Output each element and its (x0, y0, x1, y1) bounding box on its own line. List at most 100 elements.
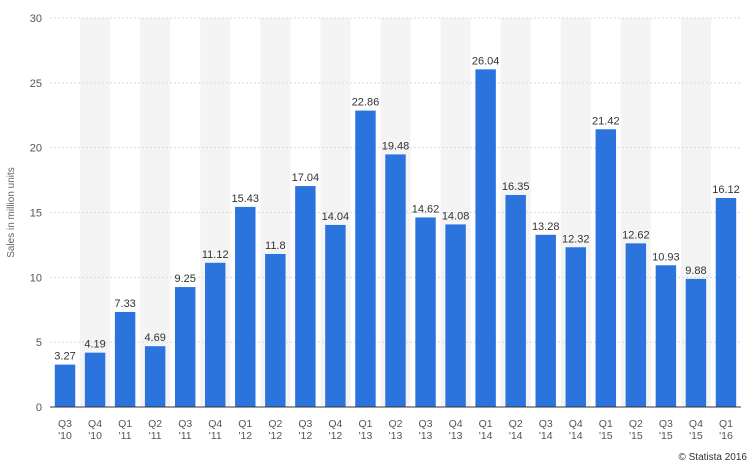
bar (144, 346, 166, 407)
x-tick-label: '15 (599, 430, 613, 442)
bar (475, 69, 496, 408)
data-label: 9.88 (685, 265, 706, 277)
bar (595, 129, 617, 407)
data-label: 17.04 (292, 172, 320, 184)
data-label: 22.86 (352, 97, 380, 109)
x-tick-label: '13 (449, 430, 463, 442)
x-tick-label: Q4 (689, 418, 703, 430)
bar (715, 197, 737, 407)
x-tick-label: '14 (479, 430, 493, 442)
bar (295, 186, 316, 407)
y-axis-label: Sales in million units (6, 167, 17, 258)
data-label: 12.32 (562, 233, 590, 245)
x-tick-label: '15 (689, 430, 703, 442)
y-tick-label: 15 (30, 208, 42, 220)
x-tick-label: '12 (238, 430, 252, 442)
x-tick-label: Q4 (208, 418, 222, 430)
x-tick-label: Q3 (58, 418, 72, 430)
x-tick-label: '15 (659, 430, 673, 442)
x-tick-label: Q4 (449, 418, 463, 430)
x-tick-label: Q2 (388, 418, 402, 430)
bar (445, 224, 466, 407)
x-tick-label: '11 (209, 430, 222, 442)
x-tick-label: Q1 (358, 418, 372, 430)
x-tick-label: Q4 (88, 418, 102, 430)
x-tick-label: '11 (119, 430, 132, 442)
bar (415, 217, 436, 407)
bar (385, 154, 406, 407)
data-label: 14.62 (412, 203, 440, 215)
y-tick-label: 0 (36, 402, 42, 414)
x-tick-label: '15 (629, 430, 643, 442)
x-tick-label: '14 (539, 430, 553, 442)
x-tick-label: '10 (58, 430, 72, 442)
x-tick-label: '12 (299, 430, 313, 442)
bar (655, 265, 677, 407)
data-label: 13.28 (532, 221, 560, 233)
data-label: 10.93 (652, 251, 680, 263)
x-tick-label: Q1 (238, 418, 252, 430)
bar (505, 194, 526, 407)
x-tick-label: Q3 (298, 418, 312, 430)
x-tick-label: Q1 (599, 418, 613, 430)
bar (235, 206, 256, 407)
bar (174, 287, 196, 407)
bar (685, 278, 707, 407)
data-label: 16.12 (712, 184, 740, 196)
x-tick-label: Q2 (148, 418, 162, 430)
data-label: 16.35 (502, 181, 530, 193)
y-tick-label: 5 (36, 337, 42, 349)
data-label: 19.48 (382, 140, 410, 152)
x-tick-label: '13 (359, 430, 373, 442)
bar (625, 243, 647, 407)
x-tick-label: Q4 (328, 418, 342, 430)
bar (325, 224, 346, 407)
data-label: 26.04 (472, 55, 500, 67)
data-label: 21.42 (592, 115, 620, 127)
bar (84, 352, 106, 407)
y-tick-label: 25 (30, 78, 42, 90)
y-tick-label: 30 (30, 13, 42, 25)
bar (205, 262, 226, 407)
x-tick-label: Q1 (719, 418, 733, 430)
data-label: 3.27 (54, 351, 75, 363)
x-tick-label: Q2 (629, 418, 643, 430)
data-label: 7.33 (114, 298, 135, 310)
data-label: 14.04 (322, 211, 350, 223)
data-label: 4.19 (84, 339, 105, 351)
data-label: 9.25 (174, 273, 195, 285)
x-tick-label: '12 (329, 430, 343, 442)
bar (114, 311, 136, 407)
x-tick-label: '16 (719, 430, 733, 442)
x-tick-label: Q3 (659, 418, 673, 430)
statista-credit: © Statista 2016 (678, 452, 747, 463)
data-label: 14.08 (442, 210, 470, 222)
bar (565, 247, 586, 407)
x-tick-label: Q2 (509, 418, 523, 430)
data-label: 4.69 (144, 332, 165, 344)
bar (355, 110, 376, 407)
bar (535, 234, 556, 407)
y-tick-label: 20 (30, 143, 42, 155)
x-tick-label: Q4 (569, 418, 583, 430)
data-label: 15.43 (232, 193, 260, 205)
x-tick-label: '13 (419, 430, 433, 442)
x-tick-label: Q3 (419, 418, 433, 430)
data-label: 11.12 (202, 249, 229, 261)
x-tick-label: '11 (179, 430, 192, 442)
x-tick-label: Q1 (118, 418, 132, 430)
x-tick-label: '14 (509, 430, 523, 442)
x-tick-label: '10 (88, 430, 102, 442)
bar (265, 253, 286, 407)
x-tick-label: Q1 (479, 418, 493, 430)
x-tick-label: '13 (389, 430, 403, 442)
x-tick-label: '12 (268, 430, 282, 442)
data-label: 12.62 (622, 229, 650, 241)
y-tick-label: 10 (30, 272, 42, 284)
x-tick-label: Q3 (539, 418, 553, 430)
x-tick-label: Q3 (178, 418, 192, 430)
x-tick-label: '11 (149, 430, 162, 442)
x-tick-label: Q2 (268, 418, 282, 430)
x-tick-label: '14 (569, 430, 583, 442)
